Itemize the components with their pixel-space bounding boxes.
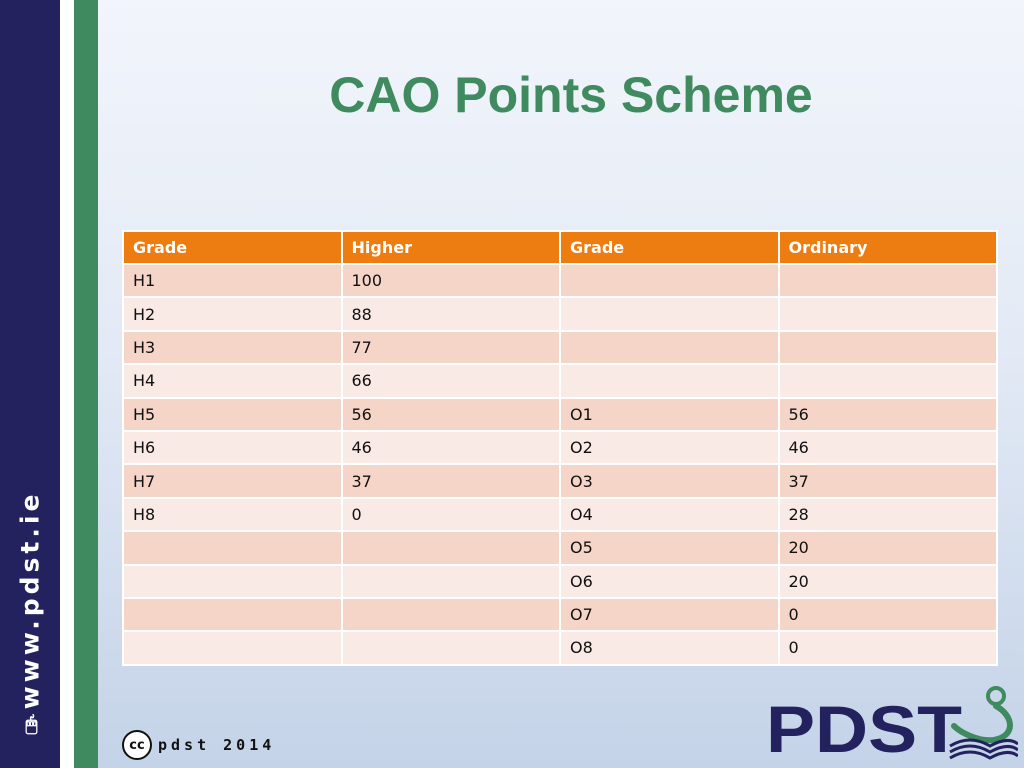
- table-row: O5 20: [122, 530, 998, 566]
- table-cell: 37: [340, 463, 561, 499]
- table-cell: 37: [777, 463, 998, 499]
- logo-figure-head-icon: [986, 686, 1006, 706]
- table-cell: [122, 563, 343, 599]
- table-cell: 0: [777, 596, 998, 633]
- sidebar-navy-band: [0, 0, 60, 768]
- table-cell: [559, 262, 780, 299]
- table-cell: 0: [340, 496, 561, 533]
- table-cell: 88: [340, 296, 561, 332]
- header-grade-ordinary: Grade: [559, 230, 780, 265]
- table-cell: O2: [559, 429, 780, 466]
- sidebar-website: 🖱www.pdst.ie: [0, 470, 60, 750]
- table-cell: 100: [340, 262, 561, 299]
- table-row: H1 100: [122, 262, 998, 299]
- table-cell: H1: [122, 262, 343, 299]
- table-cell: H5: [122, 396, 343, 432]
- table-cell: O5: [559, 530, 780, 566]
- table-cell: 20: [777, 530, 998, 566]
- points-table: Grade Higher Grade Ordinary H1 100 H2 88…: [122, 230, 998, 666]
- table-cell: H7: [122, 463, 343, 499]
- logo-book-icon: [949, 738, 1018, 748]
- table-cell: [559, 363, 780, 399]
- table-cell: O8: [559, 630, 780, 666]
- table-cell: [340, 630, 561, 666]
- table-cell: 28: [777, 496, 998, 533]
- header-grade-higher: Grade: [122, 230, 343, 265]
- header-higher: Higher: [340, 230, 561, 265]
- creative-commons-icon: cc: [122, 730, 152, 760]
- table-row: O8 0: [122, 630, 998, 666]
- table-row: H2 88: [122, 296, 998, 332]
- table-cell: [122, 530, 343, 566]
- table-cell: 56: [340, 396, 561, 432]
- page-title: CAO Points Scheme: [329, 67, 813, 123]
- table-row: O7 0: [122, 596, 998, 633]
- table-cell: [559, 296, 780, 332]
- table-cell: H6: [122, 429, 343, 466]
- table-cell: 56: [777, 396, 998, 432]
- table-cell: [559, 329, 780, 366]
- table-header-row: Grade Higher Grade Ordinary: [122, 230, 998, 265]
- table-cell: 66: [340, 363, 561, 399]
- table-cell: [340, 530, 561, 566]
- table-row: H3 77: [122, 329, 998, 366]
- table-cell: [777, 363, 998, 399]
- pdst-logo-text: PDST: [766, 692, 962, 762]
- table-cell: O7: [559, 596, 780, 633]
- sidebar-green-stripe: [74, 0, 98, 768]
- table-cell: 46: [340, 429, 561, 466]
- table-cell: 20: [777, 563, 998, 599]
- table-cell: 0: [777, 630, 998, 666]
- table-cell: H8: [122, 496, 343, 533]
- table-cell: 77: [340, 329, 561, 366]
- table-cell: O4: [559, 496, 780, 533]
- table-cell: [340, 596, 561, 633]
- table-cell: O1: [559, 396, 780, 432]
- footer-text: pdst 2014: [158, 736, 276, 754]
- table-cell: [122, 630, 343, 666]
- table-row: H4 66: [122, 363, 998, 399]
- table-cell: H2: [122, 296, 343, 332]
- table-cell: H3: [122, 329, 343, 366]
- table-cell: O6: [559, 563, 780, 599]
- table-cell: O3: [559, 463, 780, 499]
- mouse-icon: 🖱: [25, 711, 38, 736]
- sidebar-white-stripe: [60, 0, 74, 768]
- table-cell: H4: [122, 363, 343, 399]
- table-row: H6 46 O2 46: [122, 429, 998, 466]
- footer-copyright: cc pdst 2014: [122, 728, 275, 762]
- logo-figure-body-icon: [951, 703, 1013, 744]
- table-cell: [122, 596, 343, 633]
- table-row: H5 56 O1 56: [122, 396, 998, 432]
- table-cell: 46: [777, 429, 998, 466]
- table-cell: [777, 296, 998, 332]
- table-row: H8 0 O4 28: [122, 496, 998, 533]
- header-ordinary: Ordinary: [777, 230, 998, 265]
- pdst-logo: PDST: [766, 686, 1018, 762]
- table-cell: [777, 262, 998, 299]
- sidebar-website-text: www.pdst.ie: [15, 490, 45, 710]
- table-row: O6 20: [122, 563, 998, 599]
- table-row: H7 37 O3 37: [122, 463, 998, 499]
- table-cell: [777, 329, 998, 366]
- table-cell: [340, 563, 561, 599]
